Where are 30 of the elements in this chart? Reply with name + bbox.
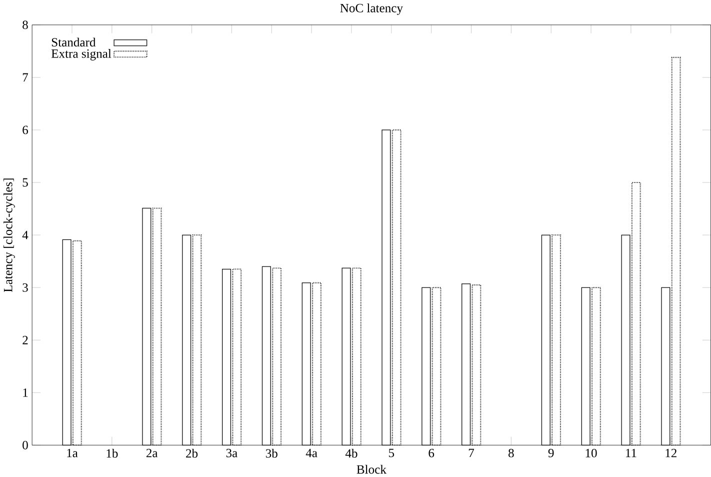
y-axis-title: Latency [clock-cycles] [3, 178, 15, 292]
x-tick-label: 9 [548, 448, 554, 458]
y-tick-label: 0 [22, 440, 28, 450]
x-tick-label: 2a [146, 448, 158, 458]
x-tick-label: 12 [666, 448, 676, 458]
x-tick-label: 10 [586, 448, 597, 458]
x-tick-label: 3a [226, 448, 238, 458]
chart-title: NoC latency [340, 3, 403, 15]
legend-label: Standard [52, 38, 96, 46]
x-tick-label: 4a [306, 448, 318, 458]
y-tick-label: 4 [22, 230, 28, 240]
y-tick-label: 1 [23, 388, 28, 397]
x-tick-label: 1a [67, 448, 78, 458]
y-tick-label: 2 [22, 336, 28, 344]
x-tick-label: 2b [186, 448, 198, 458]
y-tick-label: 3 [22, 283, 28, 292]
x-tick-label: 3b [266, 448, 278, 458]
x-tick-label: 4b [345, 448, 358, 458]
x-tick-label: 8 [508, 448, 514, 458]
y-tick-label: 6 [22, 126, 28, 134]
x-axis-title: Block [356, 464, 386, 474]
x-tick-label: 1b [106, 448, 118, 458]
x-tick-label: 6 [428, 448, 434, 458]
legend-label: Extra signal [51, 48, 112, 60]
y-tick-label: 7 [22, 73, 28, 82]
x-tick-label: 7 [468, 448, 474, 457]
x-tick-label: 5 [388, 448, 394, 458]
x-tick-label: 11 [626, 448, 636, 458]
y-tick-label: 5 [22, 178, 28, 187]
y-tick-label: 8 [22, 20, 28, 30]
